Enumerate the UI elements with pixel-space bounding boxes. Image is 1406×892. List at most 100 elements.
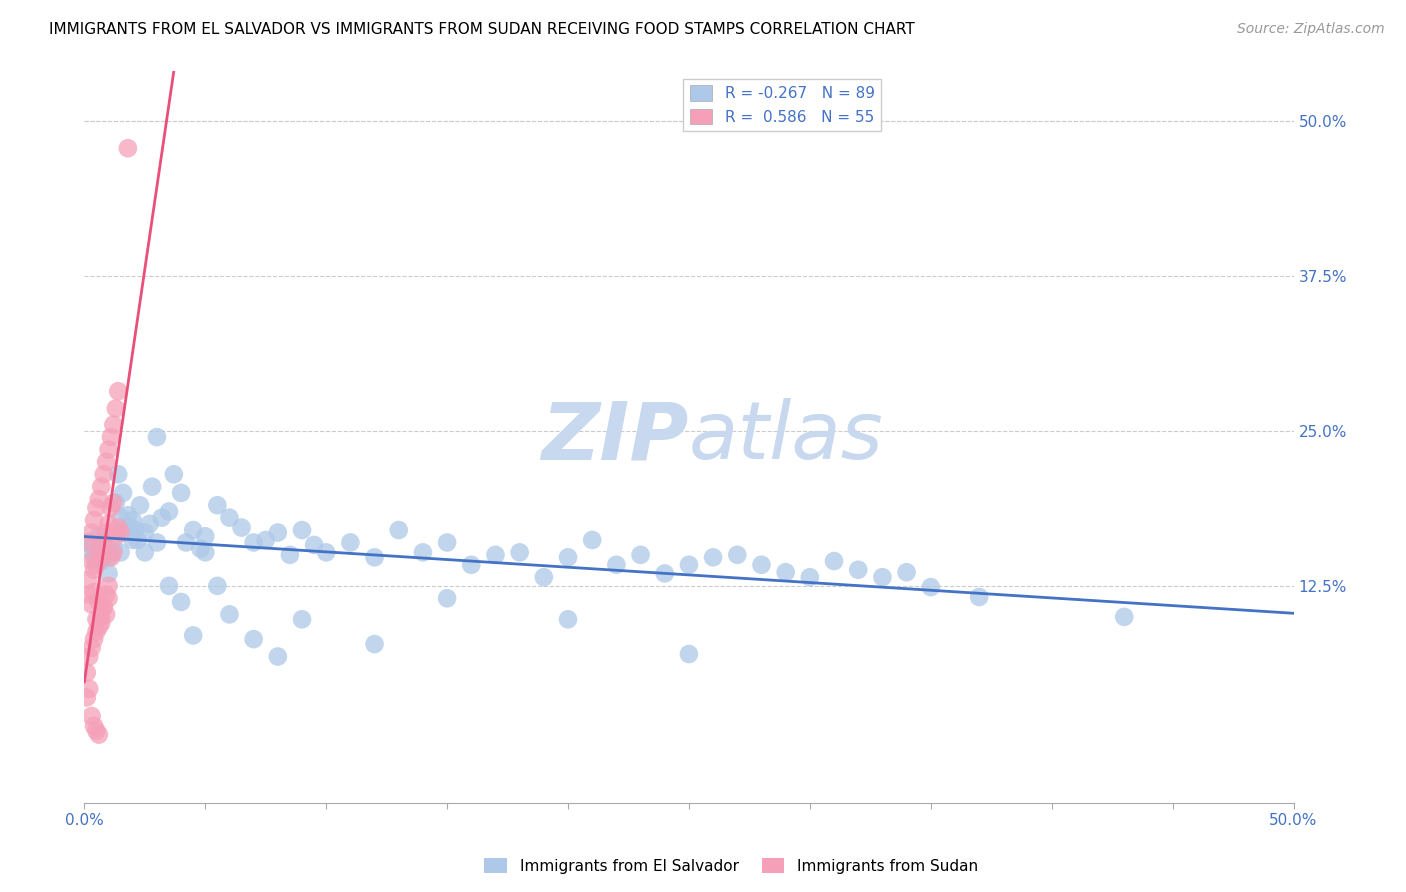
Point	[80, 554, 103, 568]
Point	[86, 612, 108, 626]
Point	[678, 558, 700, 572]
Point	[103, 417, 125, 432]
Point	[117, 508, 139, 523]
Point	[87, 595, 110, 609]
Point	[97, 591, 120, 606]
Point	[231, 520, 253, 534]
Point	[146, 430, 169, 444]
Text: atlas: atlas	[689, 398, 884, 476]
Point	[76, 535, 98, 549]
Point	[218, 607, 240, 622]
Point	[1114, 610, 1136, 624]
Point	[107, 467, 129, 482]
Point	[97, 579, 120, 593]
Point	[104, 529, 127, 543]
Point	[533, 570, 555, 584]
Point	[557, 550, 579, 565]
Point	[630, 548, 652, 562]
Point	[93, 467, 115, 482]
Point	[93, 535, 115, 549]
Point	[291, 523, 314, 537]
Point	[80, 598, 103, 612]
Point	[90, 480, 112, 494]
Point	[702, 550, 724, 565]
Point	[93, 599, 115, 614]
Point	[363, 550, 385, 565]
Point	[103, 541, 125, 556]
Point	[86, 558, 108, 572]
Point	[170, 486, 193, 500]
Point	[110, 510, 132, 524]
Point	[107, 384, 129, 399]
Point	[846, 563, 869, 577]
Point	[124, 523, 146, 537]
Point	[127, 533, 149, 547]
Point	[90, 550, 112, 565]
Point	[97, 550, 120, 565]
Point	[86, 548, 108, 562]
Point	[90, 610, 112, 624]
Point	[267, 525, 290, 540]
Point	[83, 719, 105, 733]
Point	[94, 607, 117, 622]
Point	[134, 545, 156, 559]
Point	[77, 573, 100, 587]
Text: IMMIGRANTS FROM EL SALVADOR VS IMMIGRANTS FROM SUDAN RECEIVING FOOD STAMPS CORRE: IMMIGRANTS FROM EL SALVADOR VS IMMIGRANT…	[49, 22, 915, 37]
Point	[100, 550, 122, 565]
Point	[129, 498, 152, 512]
Point	[291, 612, 314, 626]
Point	[83, 513, 105, 527]
Point	[77, 588, 100, 602]
Point	[157, 504, 180, 518]
Point	[678, 647, 700, 661]
Point	[654, 566, 676, 581]
Point	[967, 590, 990, 604]
Point	[872, 570, 894, 584]
Point	[242, 632, 264, 647]
Point	[103, 545, 125, 559]
Point	[190, 541, 212, 556]
Point	[181, 628, 204, 642]
Point	[242, 535, 264, 549]
Point	[146, 535, 169, 549]
Point	[97, 442, 120, 457]
Point	[181, 523, 204, 537]
Point	[94, 525, 117, 540]
Point	[121, 533, 143, 547]
Point	[112, 486, 135, 500]
Point	[150, 510, 173, 524]
Text: ZIP: ZIP	[541, 398, 689, 476]
Point	[107, 520, 129, 534]
Point	[87, 541, 110, 556]
Text: Source: ZipAtlas.com: Source: ZipAtlas.com	[1237, 22, 1385, 37]
Point	[363, 637, 385, 651]
Point	[77, 681, 100, 696]
Point	[896, 565, 918, 579]
Point	[77, 541, 100, 556]
Point	[388, 523, 411, 537]
Point	[100, 500, 122, 515]
Point	[141, 480, 163, 494]
Point	[83, 585, 105, 599]
Point	[104, 496, 127, 510]
Point	[436, 535, 458, 549]
Point	[80, 525, 103, 540]
Point	[823, 554, 845, 568]
Point	[104, 401, 127, 416]
Point	[94, 588, 117, 602]
Point	[170, 595, 193, 609]
Point	[194, 529, 217, 543]
Point	[163, 467, 186, 482]
Point	[97, 516, 120, 531]
Point	[207, 579, 229, 593]
Point	[339, 535, 361, 549]
Point	[157, 579, 180, 593]
Point	[484, 548, 506, 562]
Point	[86, 624, 108, 639]
Point	[100, 430, 122, 444]
Point	[605, 558, 627, 572]
Point	[117, 141, 139, 155]
Point	[267, 649, 290, 664]
Point	[77, 649, 100, 664]
Point	[207, 498, 229, 512]
